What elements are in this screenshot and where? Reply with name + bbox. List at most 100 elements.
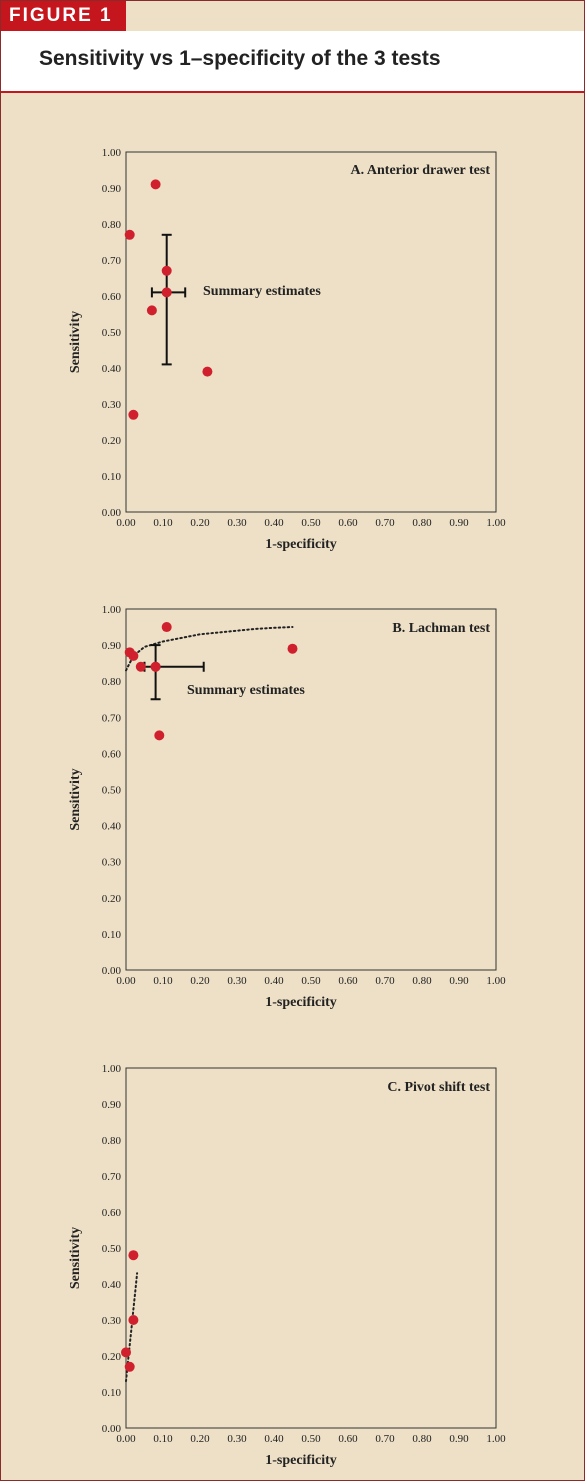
x-tick-label: 0.80 (412, 1433, 432, 1445)
data-point (154, 730, 165, 741)
y-tick-label: 0.80 (102, 1135, 122, 1147)
x-tick-label: 0.00 (116, 1433, 136, 1445)
y-tick-label: 0.10 (102, 1387, 122, 1399)
x-axis-label: 1-specificity (265, 537, 337, 552)
x-tick-label: 0.90 (449, 1433, 469, 1445)
y-axis-label: Sensitivity (68, 768, 83, 830)
y-tick-label: 0.70 (102, 712, 122, 724)
figure-title: Sensitivity vs 1–specificity of the 3 te… (39, 47, 441, 70)
panel-title: A. Anterior drawer test (351, 163, 491, 178)
y-tick-label: 0.70 (102, 255, 122, 267)
y-tick-label: 0.60 (102, 1207, 122, 1219)
y-axis-label: Sensitivity (68, 311, 83, 373)
data-point (146, 305, 157, 316)
y-tick-label: 0.00 (102, 1423, 122, 1435)
x-tick-label: 0.60 (338, 1433, 358, 1445)
data-point (124, 229, 135, 240)
x-tick-label: 0.20 (190, 1433, 210, 1445)
summary-error-bars (150, 233, 187, 366)
x-axis-label: 1-specificity (265, 995, 337, 1010)
x-tick-label: 0.30 (227, 517, 247, 529)
data-point (124, 1361, 135, 1372)
y-tick-label: 0.90 (102, 183, 122, 195)
plot-area (125, 608, 497, 971)
x-tick-label: 0.20 (190, 517, 210, 529)
data-point (128, 650, 139, 661)
x-tick-label: 0.90 (449, 975, 469, 987)
x-tick-label: 0.10 (153, 1433, 173, 1445)
data-point (135, 661, 146, 672)
y-tick-label: 0.80 (102, 676, 122, 688)
chart-panel-1: 0.00 0.10 0.20 0.30 0.40 0.50 0.60 0.70 0.80 0.90… (68, 604, 506, 1010)
x-axis-label: 1-specificity (265, 1453, 337, 1468)
data-point (161, 265, 172, 276)
summary-annotation: Summary estimates (187, 683, 305, 698)
y-tick-label: 0.20 (102, 893, 122, 905)
x-tick-label: 1.00 (486, 1433, 506, 1445)
x-tick-label: 0.70 (375, 1433, 395, 1445)
x-tick-label: 0.00 (116, 517, 136, 529)
data-point (128, 1315, 139, 1325)
y-tick-label: 0.50 (102, 327, 122, 339)
data-point (161, 622, 172, 633)
data-point (128, 1250, 139, 1261)
y-tick-label: 0.90 (102, 640, 122, 652)
y-tick-label: 0.00 (102, 507, 122, 519)
plot-area (125, 1067, 497, 1429)
y-tick-label: 0.30 (102, 399, 122, 411)
x-tick-label: 1.00 (486, 517, 506, 529)
y-tick-label: 0.10 (102, 929, 122, 941)
x-tick-label: 0.10 (153, 517, 173, 529)
x-tick-label: 0.70 (375, 975, 395, 987)
x-tick-label: 0.30 (227, 975, 247, 987)
x-tick-label: 0.50 (301, 1433, 321, 1445)
data-point (202, 366, 213, 377)
chart-panel-0: 0.00 0.10 0.20 0.30 0.40 0.50 0.60 0.70 0.80 0.90… (68, 147, 506, 552)
x-tick-label: 0.80 (412, 517, 432, 529)
summary-annotation: Summary estimates (203, 284, 321, 299)
y-tick-label: 0.20 (102, 435, 122, 447)
x-tick-label: 0.00 (116, 975, 136, 987)
y-tick-label: 0.40 (102, 1279, 122, 1291)
y-tick-label: 0.50 (102, 785, 122, 797)
figure-label: FIGURE 1 (1, 1, 126, 31)
x-tick-label: 0.10 (153, 975, 173, 987)
summary-point (161, 287, 172, 298)
x-tick-label: 0.60 (338, 517, 358, 529)
y-tick-label: 0.70 (102, 1171, 122, 1183)
y-tick-label: 0.60 (102, 748, 122, 760)
fitted-curve (125, 626, 294, 672)
x-tick-label: 0.40 (264, 1433, 284, 1445)
x-tick-label: 0.50 (301, 975, 321, 987)
x-tick-label: 0.80 (412, 975, 432, 987)
x-tick-label: 0.40 (264, 517, 284, 529)
x-tick-label: 0.50 (301, 517, 321, 529)
y-tick-label: 1.00 (102, 147, 122, 159)
plot-area (125, 151, 497, 513)
data-point (150, 179, 161, 190)
y-tick-label: 0.10 (102, 471, 122, 483)
data-point (121, 1347, 131, 1358)
y-tick-label: 0.40 (102, 821, 122, 833)
y-axis-label: Sensitivity (68, 1227, 83, 1289)
y-tick-label: 0.50 (102, 1243, 122, 1255)
chart-panel-2: 0.00 0.10 0.20 0.30 0.40 0.50 0.60 0.70 0.80 0.90… (68, 1063, 506, 1468)
y-tick-label: 1.00 (102, 604, 122, 616)
y-tick-label: 0.90 (102, 1099, 122, 1111)
panel-title: C. Pivot shift test (387, 1080, 490, 1095)
y-tick-label: 0.00 (102, 965, 122, 977)
y-tick-label: 0.60 (102, 291, 122, 303)
data-point (287, 643, 298, 654)
x-tick-label: 0.60 (338, 975, 358, 987)
data-point (128, 409, 139, 420)
y-tick-label: 0.30 (102, 857, 122, 869)
data-point (150, 661, 161, 672)
x-tick-label: 0.20 (190, 975, 210, 987)
x-tick-label: 0.30 (227, 1433, 247, 1445)
x-tick-label: 0.90 (449, 517, 469, 529)
y-tick-label: 0.20 (102, 1351, 122, 1363)
y-tick-label: 0.80 (102, 219, 122, 231)
y-tick-label: 0.40 (102, 363, 122, 375)
